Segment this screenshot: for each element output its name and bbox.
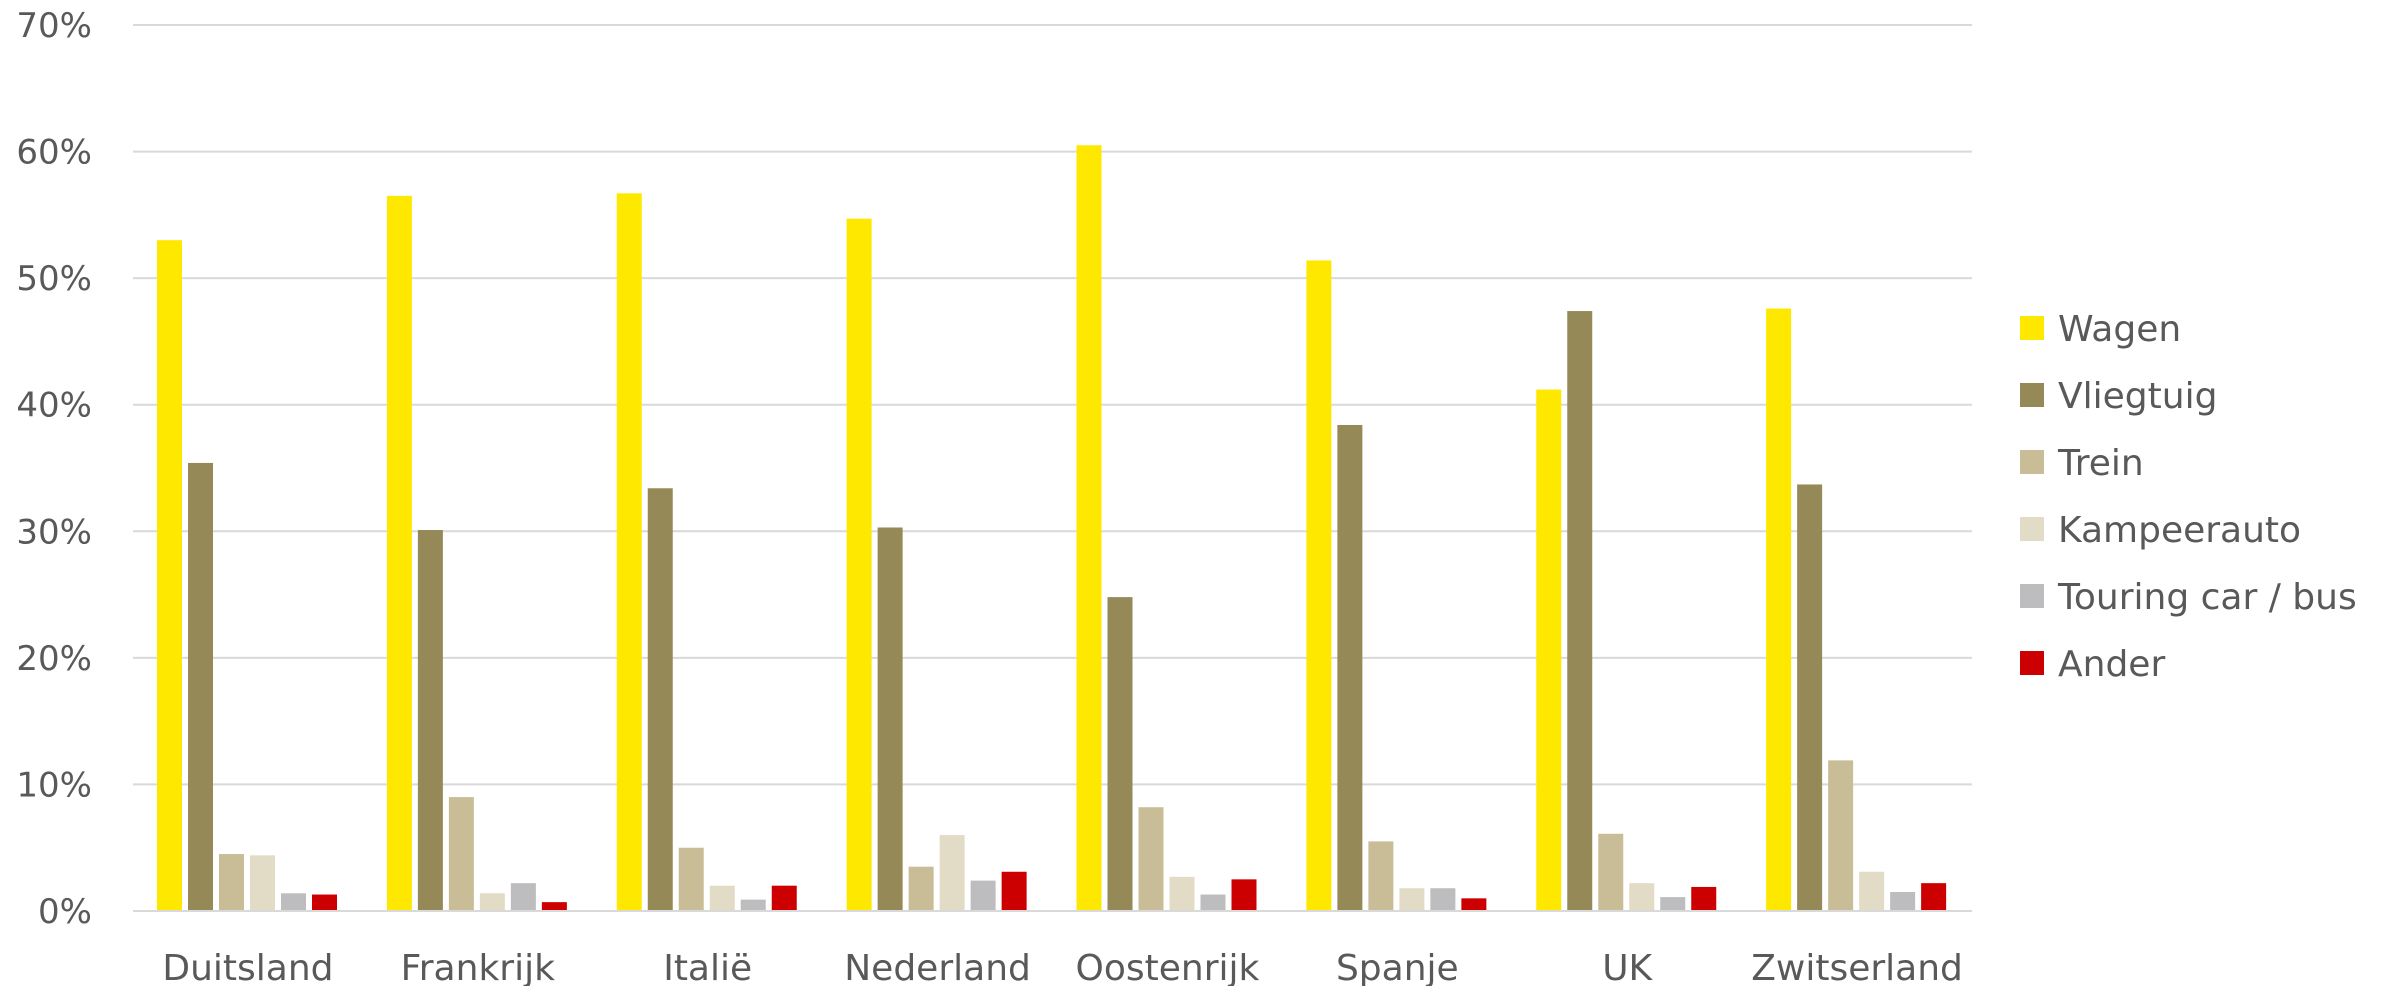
bar-kampeerauto-oostenrijk (1169, 876, 1195, 911)
bar-kampeerauto-itali- (709, 885, 735, 911)
x-tick-label: Italië (663, 948, 752, 986)
y-tick-label: 70% (16, 6, 92, 46)
bar-ander-spanje (1461, 898, 1487, 911)
x-tick-label: Duitsland (162, 948, 333, 986)
bar-wagen-frankrijk (386, 195, 412, 911)
bar-touring-car-bus-spanje (1430, 888, 1456, 911)
bar-vliegtuig-duitsland (188, 462, 213, 911)
legend-swatch (2020, 450, 2044, 474)
bar-wagen-nederland (846, 218, 872, 911)
legend-swatch (2020, 517, 2044, 541)
bar-ander-itali- (771, 885, 797, 911)
y-tick-label: 20% (16, 639, 92, 679)
bar-trein-uk (1598, 833, 1624, 911)
y-tick-label: 60% (16, 133, 92, 173)
y-tick-label: 30% (16, 512, 92, 552)
bar-kampeerauto-zwitserland (1859, 871, 1885, 911)
x-tick-label: UK (1602, 948, 1653, 986)
bar-touring-car-bus-uk (1660, 897, 1686, 911)
bar-touring-car-bus-nederland (970, 880, 996, 911)
bar-vliegtuig-oostenrijk (1107, 597, 1133, 911)
bar-wagen-oostenrijk (1076, 145, 1102, 911)
bar-vliegtuig-zwitserland (1797, 484, 1823, 911)
bar-trein-itali- (678, 847, 704, 911)
legend-label: Wagen (2058, 309, 2181, 350)
bar-ander-zwitserland (1921, 883, 1947, 911)
bar-wagen-spanje (1306, 260, 1332, 911)
bar-wagen-duitsland (157, 240, 182, 911)
bar-kampeerauto-uk (1629, 883, 1655, 911)
bar-wagen-itali- (616, 193, 642, 912)
legend-swatch (2020, 316, 2044, 340)
bar-trein-zwitserland (1828, 760, 1854, 911)
bar-touring-car-bus-itali- (740, 899, 766, 911)
bar-vliegtuig-itali- (647, 488, 673, 911)
legend-label: Ander (2058, 644, 2165, 685)
bar-ander-duitsland (312, 894, 337, 911)
y-tick-label: 0% (38, 892, 92, 932)
bar-vliegtuig-spanje (1337, 424, 1363, 911)
bar-vliegtuig-nederland (877, 527, 903, 911)
bar-trein-nederland (908, 866, 934, 911)
bar-trein-duitsland (219, 854, 244, 911)
bar-ander-frankrijk (541, 902, 567, 911)
bar-kampeerauto-spanje (1399, 888, 1425, 911)
bar-kampeerauto-duitsland (250, 855, 275, 911)
y-axis-tick-labels: 0% 10% 20% 30% 40% 50% 60% 70% (16, 6, 92, 932)
bar-vliegtuig-frankrijk (417, 530, 443, 911)
x-tick-label: Frankrijk (401, 948, 555, 986)
y-tick-label: 50% (16, 259, 92, 299)
x-axis-category-labels: Duitsland Frankrijk Italië Nederland Oostenr… (162, 948, 1963, 986)
legend-label: Touring car / bus (2057, 577, 2357, 618)
bar-trein-oostenrijk (1138, 807, 1164, 911)
legend-label: Kampeerauto (2058, 510, 2301, 551)
bar-trein-frankrijk (448, 797, 474, 911)
bar-kampeerauto-frankrijk (479, 893, 505, 911)
legend: Wagen Vliegtuig Trein Kampeerauto Touring ca… (2020, 309, 2357, 685)
legend-swatch (2020, 651, 2044, 675)
bar-vliegtuig-uk (1567, 311, 1593, 912)
x-tick-label: Zwitserland (1751, 948, 1963, 986)
bar-wagen-uk (1536, 389, 1562, 911)
bar-touring-car-bus-frankrijk (510, 883, 536, 911)
bar-ander-nederland (1001, 871, 1027, 911)
bar-kampeerauto-nederland (939, 835, 965, 911)
bar-ander-oostenrijk (1231, 879, 1257, 911)
bar-ander-uk (1691, 886, 1717, 911)
x-tick-label: Nederland (844, 948, 1031, 986)
bar-touring-car-bus-oostenrijk (1200, 894, 1226, 911)
y-tick-label: 40% (16, 386, 92, 426)
legend-label: Trein (2057, 443, 2144, 484)
bar-touring-car-bus-duitsland (281, 893, 306, 911)
x-tick-label: Oostenrijk (1076, 948, 1260, 986)
bar-touring-car-bus-zwitserland (1890, 892, 1916, 911)
bar-trein-spanje (1368, 841, 1394, 911)
legend-label: Vliegtuig (2058, 376, 2217, 417)
legend-swatch (2020, 584, 2044, 608)
y-tick-label: 10% (16, 765, 92, 805)
bars (157, 145, 1947, 912)
bar-wagen-zwitserland (1766, 308, 1792, 911)
legend-swatch (2020, 383, 2044, 407)
x-tick-label: Spanje (1336, 948, 1459, 986)
